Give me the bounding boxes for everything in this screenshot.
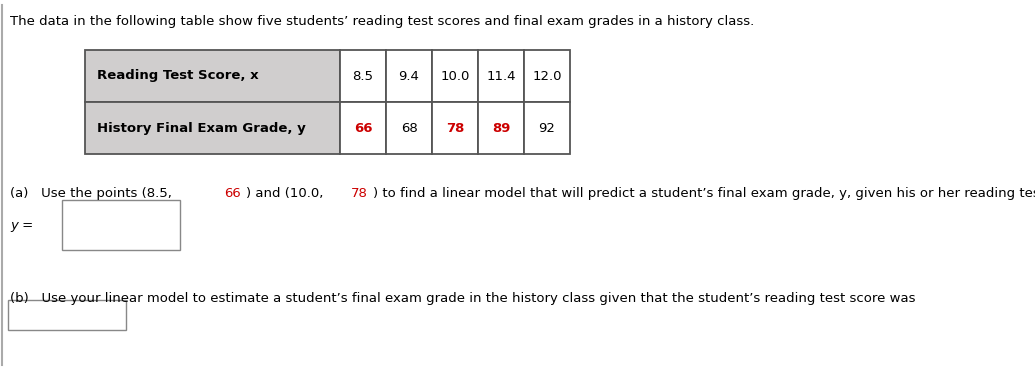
Text: 8.5: 8.5 bbox=[353, 70, 374, 83]
Bar bbox=[478, 50, 524, 102]
Text: Reading Test Score, x: Reading Test Score, x bbox=[97, 70, 259, 83]
Text: ) to find a linear model that will predict a student’s final exam grade, y, give: ) to find a linear model that will predi… bbox=[373, 187, 1035, 200]
Bar bbox=[524, 50, 570, 102]
Bar bbox=[478, 102, 524, 154]
Bar bbox=[432, 102, 478, 154]
Bar bbox=[386, 102, 432, 154]
Text: 92: 92 bbox=[538, 121, 556, 135]
Text: 89: 89 bbox=[492, 121, 510, 135]
Text: 12.0: 12.0 bbox=[532, 70, 562, 83]
Text: (a)   Use the points (8.5,: (a) Use the points (8.5, bbox=[10, 187, 176, 200]
Bar bbox=[341, 102, 386, 154]
Text: 11.4: 11.4 bbox=[486, 70, 515, 83]
Bar bbox=[432, 50, 478, 102]
Text: 78: 78 bbox=[446, 121, 464, 135]
Text: 68: 68 bbox=[401, 121, 417, 135]
Text: 66: 66 bbox=[225, 187, 241, 200]
Bar bbox=[85, 50, 341, 102]
Text: 66: 66 bbox=[354, 121, 373, 135]
Text: y =: y = bbox=[10, 219, 33, 232]
Bar bbox=[341, 50, 386, 102]
Bar bbox=[62, 200, 180, 250]
Text: 10.0: 10.0 bbox=[440, 70, 470, 83]
Text: 78: 78 bbox=[351, 187, 368, 200]
Text: ) and (10.0,: ) and (10.0, bbox=[246, 187, 328, 200]
Text: The data in the following table show five students’ reading test scores and fina: The data in the following table show fiv… bbox=[10, 15, 755, 28]
Bar bbox=[8, 300, 126, 330]
Text: 9.4: 9.4 bbox=[398, 70, 419, 83]
Bar bbox=[524, 102, 570, 154]
Text: History Final Exam Grade, y: History Final Exam Grade, y bbox=[97, 121, 305, 135]
Bar bbox=[85, 102, 341, 154]
Bar bbox=[386, 50, 432, 102]
Text: (b)   Use your linear model to estimate a student’s final exam grade in the hist: (b) Use your linear model to estimate a … bbox=[10, 292, 920, 305]
